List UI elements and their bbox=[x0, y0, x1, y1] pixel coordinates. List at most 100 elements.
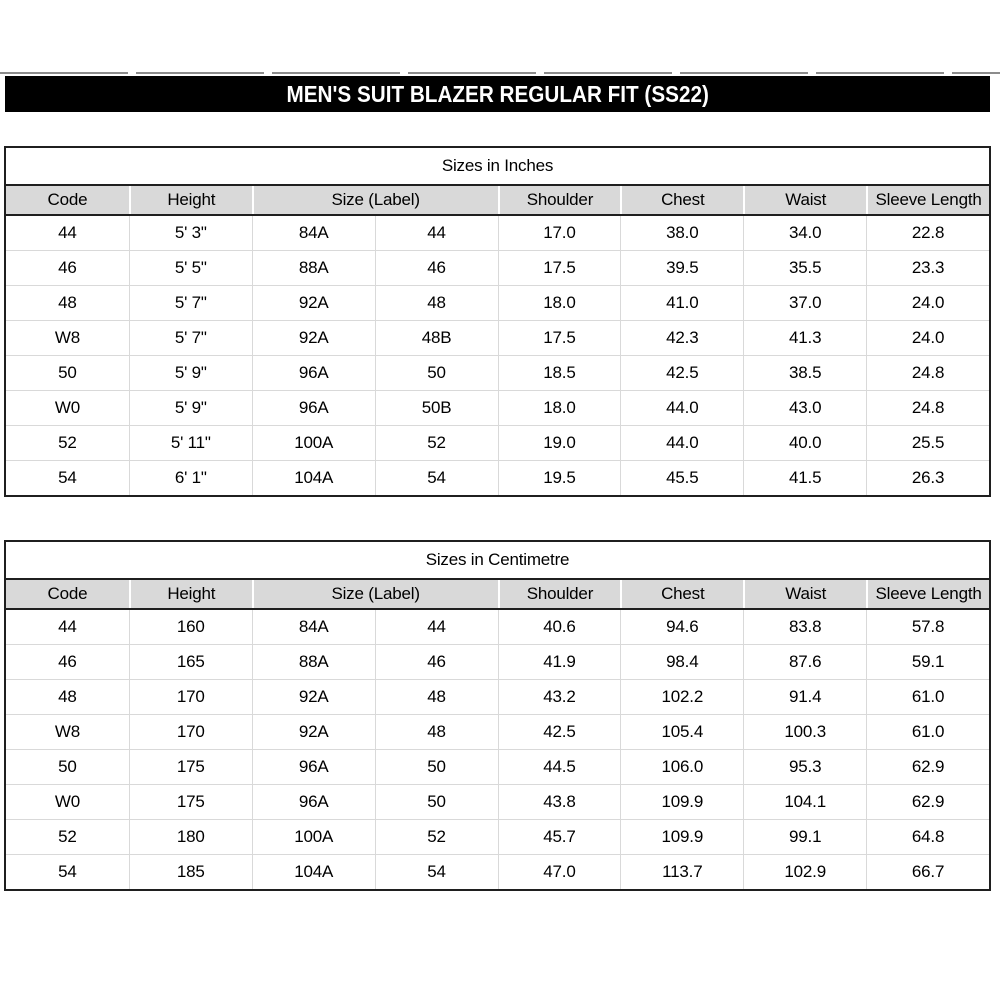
table-cell: 170 bbox=[128, 715, 252, 749]
table-cell: 19.0 bbox=[497, 426, 621, 460]
table-cell: 104.1 bbox=[743, 785, 866, 819]
table-cell: 18.0 bbox=[497, 286, 621, 320]
table-cell: 18.0 bbox=[497, 391, 621, 425]
table-header-row: Code Height Size (Label) Shoulder Chest … bbox=[6, 186, 989, 216]
table-cell: 40.0 bbox=[743, 426, 866, 460]
table-cell: 109.9 bbox=[620, 785, 743, 819]
table-row: 44 5' 3" 84A 44 17.0 38.0 34.0 22.8 bbox=[6, 216, 989, 250]
column-header-size-label: Size (Label) bbox=[251, 580, 498, 608]
table-cell: 59.1 bbox=[866, 645, 989, 679]
table-row: W0 175 96A 50 43.8 109.9 104.1 62.9 bbox=[6, 784, 989, 819]
table-cell: 92A bbox=[251, 321, 375, 355]
table-cell: 52 bbox=[374, 426, 498, 460]
table-cell: 99.1 bbox=[743, 820, 866, 854]
table-cell: 96A bbox=[251, 750, 375, 784]
table-cell: 102.9 bbox=[743, 855, 866, 889]
table-cell: 62.9 bbox=[866, 750, 989, 784]
table-row: 44 160 84A 44 40.6 94.6 83.8 57.8 bbox=[6, 610, 989, 644]
table-cell: 87.6 bbox=[743, 645, 866, 679]
table-cell: 42.5 bbox=[497, 715, 621, 749]
table-cell: 44 bbox=[58, 223, 77, 242]
column-header-code: Code bbox=[47, 190, 88, 209]
table-cell: 92A bbox=[251, 680, 375, 714]
column-header-waist: Waist bbox=[743, 186, 866, 214]
table-cell: 24.0 bbox=[866, 321, 989, 355]
table-cell: 42.3 bbox=[620, 321, 743, 355]
table-cell: 35.5 bbox=[743, 251, 866, 285]
column-header-shoulder: Shoulder bbox=[497, 580, 621, 608]
table-header-row: Code Height Size (Label) Shoulder Chest … bbox=[6, 580, 989, 610]
size-table-inches: Sizes in Inches Code Height Size (Label)… bbox=[4, 146, 991, 497]
table-cell: 50 bbox=[58, 757, 77, 776]
table-cell: 5' 7" bbox=[128, 321, 252, 355]
table-body: 44 160 84A 44 40.6 94.6 83.8 57.8 46 165 88A 46 41.9… bbox=[6, 610, 989, 889]
page-break-line bbox=[0, 72, 1000, 74]
table-cell: W8 bbox=[54, 328, 80, 347]
table-cell: 92A bbox=[251, 286, 375, 320]
table-cell: 96A bbox=[251, 785, 375, 819]
table-cell: 185 bbox=[128, 855, 252, 889]
table-row: 48 5' 7" 92A 48 18.0 41.0 37.0 24.0 bbox=[6, 285, 989, 320]
column-header-waist: Waist bbox=[743, 580, 866, 608]
table-cell: 62.9 bbox=[866, 785, 989, 819]
table-cell: 100A bbox=[251, 820, 375, 854]
column-header-height: Height bbox=[128, 580, 252, 608]
table-cell: 46 bbox=[58, 652, 77, 671]
table-cell: 106.0 bbox=[620, 750, 743, 784]
table-cell: 64.8 bbox=[866, 820, 989, 854]
table-cell: 100.3 bbox=[743, 715, 866, 749]
table-cell: 5' 3" bbox=[128, 216, 252, 250]
table-cell: 180 bbox=[128, 820, 252, 854]
table-cell: 94.6 bbox=[620, 610, 743, 644]
column-header-chest: Chest bbox=[620, 186, 743, 214]
table-cell: 34.0 bbox=[743, 216, 866, 250]
table-cell: 104A bbox=[251, 461, 375, 495]
table-cell: 61.0 bbox=[866, 715, 989, 749]
table-cell: 109.9 bbox=[620, 820, 743, 854]
table-cell: 43.8 bbox=[497, 785, 621, 819]
table-cell: 48 bbox=[58, 293, 77, 312]
table-cell: 54 bbox=[58, 862, 77, 881]
table-cell: 18.5 bbox=[497, 356, 621, 390]
table-cell: 39.5 bbox=[620, 251, 743, 285]
table-cell: 48 bbox=[58, 687, 77, 706]
table-row: 52 180 100A 52 45.7 109.9 99.1 64.8 bbox=[6, 819, 989, 854]
table-cell: 23.3 bbox=[866, 251, 989, 285]
table-cell: 170 bbox=[128, 680, 252, 714]
table-cell: 45.5 bbox=[620, 461, 743, 495]
table-cell: 17.5 bbox=[497, 321, 621, 355]
table-cell: 98.4 bbox=[620, 645, 743, 679]
table-cell: 44.0 bbox=[620, 391, 743, 425]
table-cell: 84A bbox=[251, 610, 375, 644]
table-cell: 25.5 bbox=[866, 426, 989, 460]
table-cell: 46 bbox=[374, 251, 498, 285]
column-header-code: Code bbox=[47, 584, 88, 603]
title-banner: MEN'S SUIT BLAZER REGULAR FIT (SS22) bbox=[5, 76, 990, 112]
table-cell: 50 bbox=[374, 356, 498, 390]
table-cell: 84A bbox=[251, 216, 375, 250]
column-header-chest: Chest bbox=[620, 580, 743, 608]
table-row: 54 185 104A 54 47.0 113.7 102.9 66.7 bbox=[6, 854, 989, 889]
table-cell: 52 bbox=[58, 827, 77, 846]
table-cell: 44.0 bbox=[620, 426, 743, 460]
table-cell: 160 bbox=[128, 610, 252, 644]
table-row: W8 5' 7" 92A 48B 17.5 42.3 41.3 24.0 bbox=[6, 320, 989, 355]
table-cell: 6' 1" bbox=[128, 461, 252, 495]
table-title: Sizes in Inches bbox=[6, 148, 989, 186]
table-cell: 104A bbox=[251, 855, 375, 889]
page-title: MEN'S SUIT BLAZER REGULAR FIT (SS22) bbox=[286, 80, 709, 107]
table-cell: 50 bbox=[374, 750, 498, 784]
table-cell: 43.2 bbox=[497, 680, 621, 714]
table-cell: 95.3 bbox=[743, 750, 866, 784]
table-cell: 41.3 bbox=[743, 321, 866, 355]
table-cell: 52 bbox=[374, 820, 498, 854]
table-title: Sizes in Centimetre bbox=[6, 542, 989, 580]
table-cell: 24.8 bbox=[866, 391, 989, 425]
table-row: 50 5' 9" 96A 50 18.5 42.5 38.5 24.8 bbox=[6, 355, 989, 390]
table-cell: 45.7 bbox=[497, 820, 621, 854]
table-cell: 5' 7" bbox=[128, 286, 252, 320]
table-cell: 50B bbox=[374, 391, 498, 425]
table-cell: 44 bbox=[374, 610, 498, 644]
table-cell: 83.8 bbox=[743, 610, 866, 644]
